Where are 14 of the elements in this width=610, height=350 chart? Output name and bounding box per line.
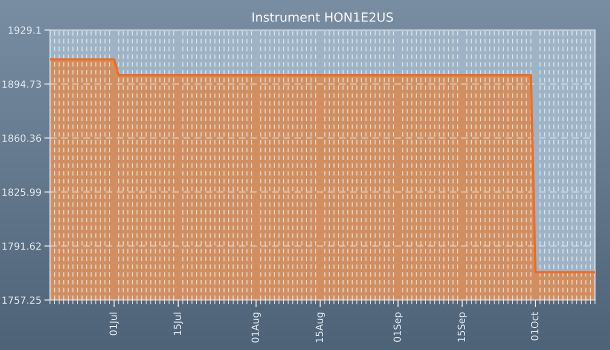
y-tick-label: 1860.36 <box>2 134 42 142</box>
y-tick-label: 1894.73 <box>2 80 41 88</box>
y-tick-label: 1825.99 <box>2 188 41 196</box>
x-tick-label: 01Oct <box>530 312 538 340</box>
x-tick-label: 01Sep <box>394 312 403 342</box>
x-tick-label: 15Aug <box>316 312 325 342</box>
x-tick-label: 01Jul <box>109 312 119 336</box>
y-tick-label: 1757.25 <box>2 296 41 304</box>
chart-title: Instrument HON1E2US <box>252 12 393 22</box>
x-tick-label: 15Jul <box>174 312 183 335</box>
y-tick-label: 1929.1 <box>8 26 41 34</box>
y-tick-label: 1791.62 <box>2 242 41 250</box>
x-tick-label: 15Sep <box>458 312 467 342</box>
x-tick-label: 01Aug <box>252 312 261 343</box>
